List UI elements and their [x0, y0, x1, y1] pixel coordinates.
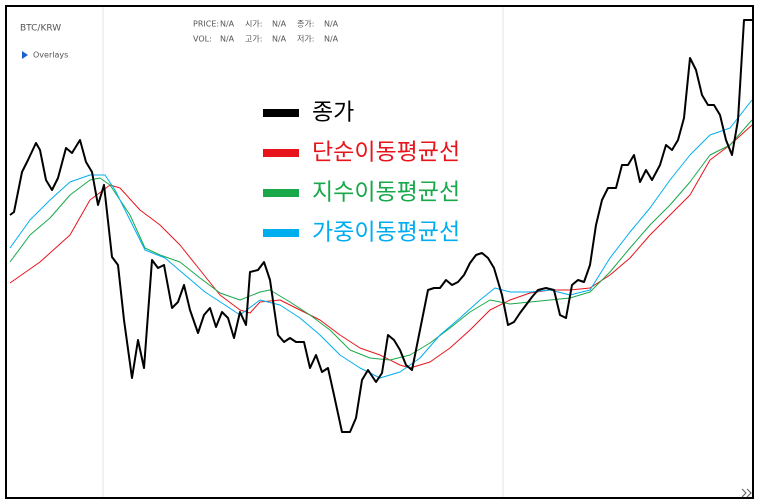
lines: [9, 19, 753, 433]
legend-label: 종가: [312, 100, 354, 126]
expand-icon[interactable]: [741, 488, 752, 498]
field-label: 저가:: [297, 35, 314, 44]
legend-label: 지수이동평균선: [312, 180, 460, 206]
field-value: N/A: [272, 20, 287, 29]
field-value: N/A: [324, 20, 339, 29]
header: BTC/KRW Overlays PRICE: N/A 시가: N/A 종가: N/AVO…: [20, 20, 339, 60]
legend-swatch: [263, 109, 299, 117]
field-label: 종가:: [297, 20, 314, 29]
overlays-label[interactable]: Overlays: [33, 51, 68, 60]
field-label: PRICE:: [193, 20, 219, 29]
legend-swatch: [263, 149, 299, 157]
field-value: N/A: [324, 35, 339, 44]
series-line: [9, 19, 752, 433]
plot-background: [6, 6, 753, 498]
field-value: N/A: [272, 35, 287, 44]
overlay-toggle-icon[interactable]: [22, 51, 28, 59]
legend-swatch: [263, 229, 299, 237]
chart-border: [5, 5, 754, 499]
legend-swatch: [263, 189, 299, 197]
legend-label: 단순이동평균선: [312, 140, 460, 166]
field-label: VOL:: [193, 35, 212, 44]
field-value: N/A: [220, 35, 235, 44]
chart-title: BTC/KRW: [20, 24, 61, 34]
field-label: 시가:: [245, 20, 262, 29]
field-value: N/A: [220, 20, 235, 29]
field-label: 고가:: [245, 35, 262, 44]
series-line: [9, 124, 753, 369]
legend-label: 가중이동평균선: [312, 220, 460, 246]
